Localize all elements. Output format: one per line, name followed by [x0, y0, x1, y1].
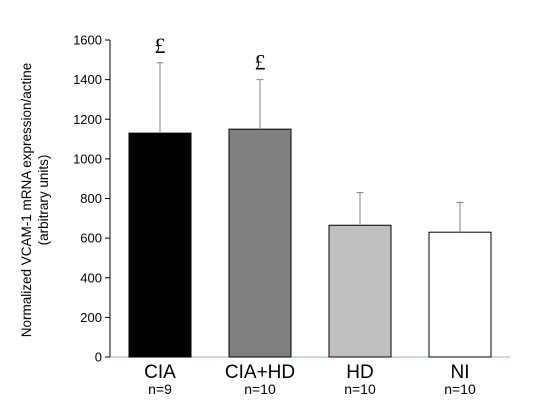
- y-tick-label: 1600: [73, 33, 102, 48]
- x-category-label: CIA+HD: [225, 362, 295, 383]
- y-ticks: 0 200 400 600 800 1000 1200 1400 1600: [73, 33, 110, 365]
- significance-marker: £: [155, 33, 166, 58]
- y-axis-label-units: (arbitrary units): [36, 155, 51, 246]
- sample-size-label: n=10: [444, 381, 476, 397]
- sample-size-label: n=10: [344, 381, 376, 397]
- x-category-label: HD: [346, 362, 373, 383]
- error-bars: [156, 62, 464, 233]
- y-tick-label: 400: [80, 270, 102, 285]
- y-tick-label: 600: [80, 231, 102, 246]
- y-tick-label: 0: [95, 350, 102, 365]
- y-axis-label: Normalized VCAM-1 mRNA expression/actine: [19, 63, 34, 338]
- annotations: ££: [155, 33, 266, 75]
- x-category-label: NI: [451, 362, 470, 383]
- bars: [128, 128, 492, 358]
- sample-size-label: n=9: [148, 381, 172, 397]
- bar-cia-hd: [228, 128, 292, 358]
- bar-cia: [128, 132, 192, 358]
- bar-ni: [428, 231, 492, 358]
- y-tick-label: 1000: [73, 151, 102, 166]
- significance-marker: £: [255, 50, 266, 75]
- bar-hd: [328, 224, 392, 358]
- y-tick-label: 1400: [73, 72, 102, 87]
- y-tick-label: 1200: [73, 112, 102, 127]
- x-category-label: CIA: [144, 362, 176, 383]
- y-tick-label: 800: [80, 191, 102, 206]
- sample-size-label: n=10: [244, 381, 276, 397]
- y-tick-label: 200: [80, 310, 102, 325]
